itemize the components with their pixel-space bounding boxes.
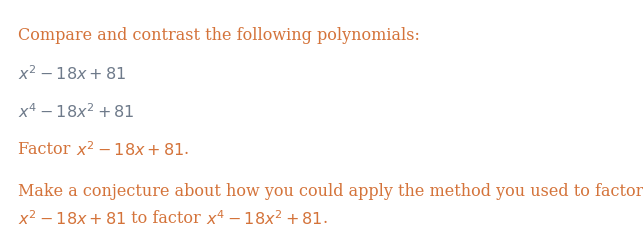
- Text: $x^4 - 18x^2 + 81$: $x^4 - 18x^2 + 81$: [18, 103, 134, 122]
- Text: $x^2 - 18x + 81$: $x^2 - 18x + 81$: [18, 210, 126, 229]
- Text: $x^2 - 18x + 81$: $x^2 - 18x + 81$: [18, 65, 126, 84]
- Text: to factor: to factor: [126, 210, 206, 227]
- Text: .: .: [184, 141, 189, 158]
- Text: $x^2 - 18x + 81$: $x^2 - 18x + 81$: [75, 141, 184, 160]
- Text: $x^4 - 18x^2 + 81$: $x^4 - 18x^2 + 81$: [206, 210, 323, 229]
- Text: Make a conjecture about how you could apply the method you used to factor: Make a conjecture about how you could ap…: [18, 183, 643, 200]
- Text: Compare and contrast the following polynomials:: Compare and contrast the following polyn…: [18, 27, 420, 44]
- Text: Factor: Factor: [18, 141, 75, 158]
- Text: .: .: [323, 210, 328, 227]
